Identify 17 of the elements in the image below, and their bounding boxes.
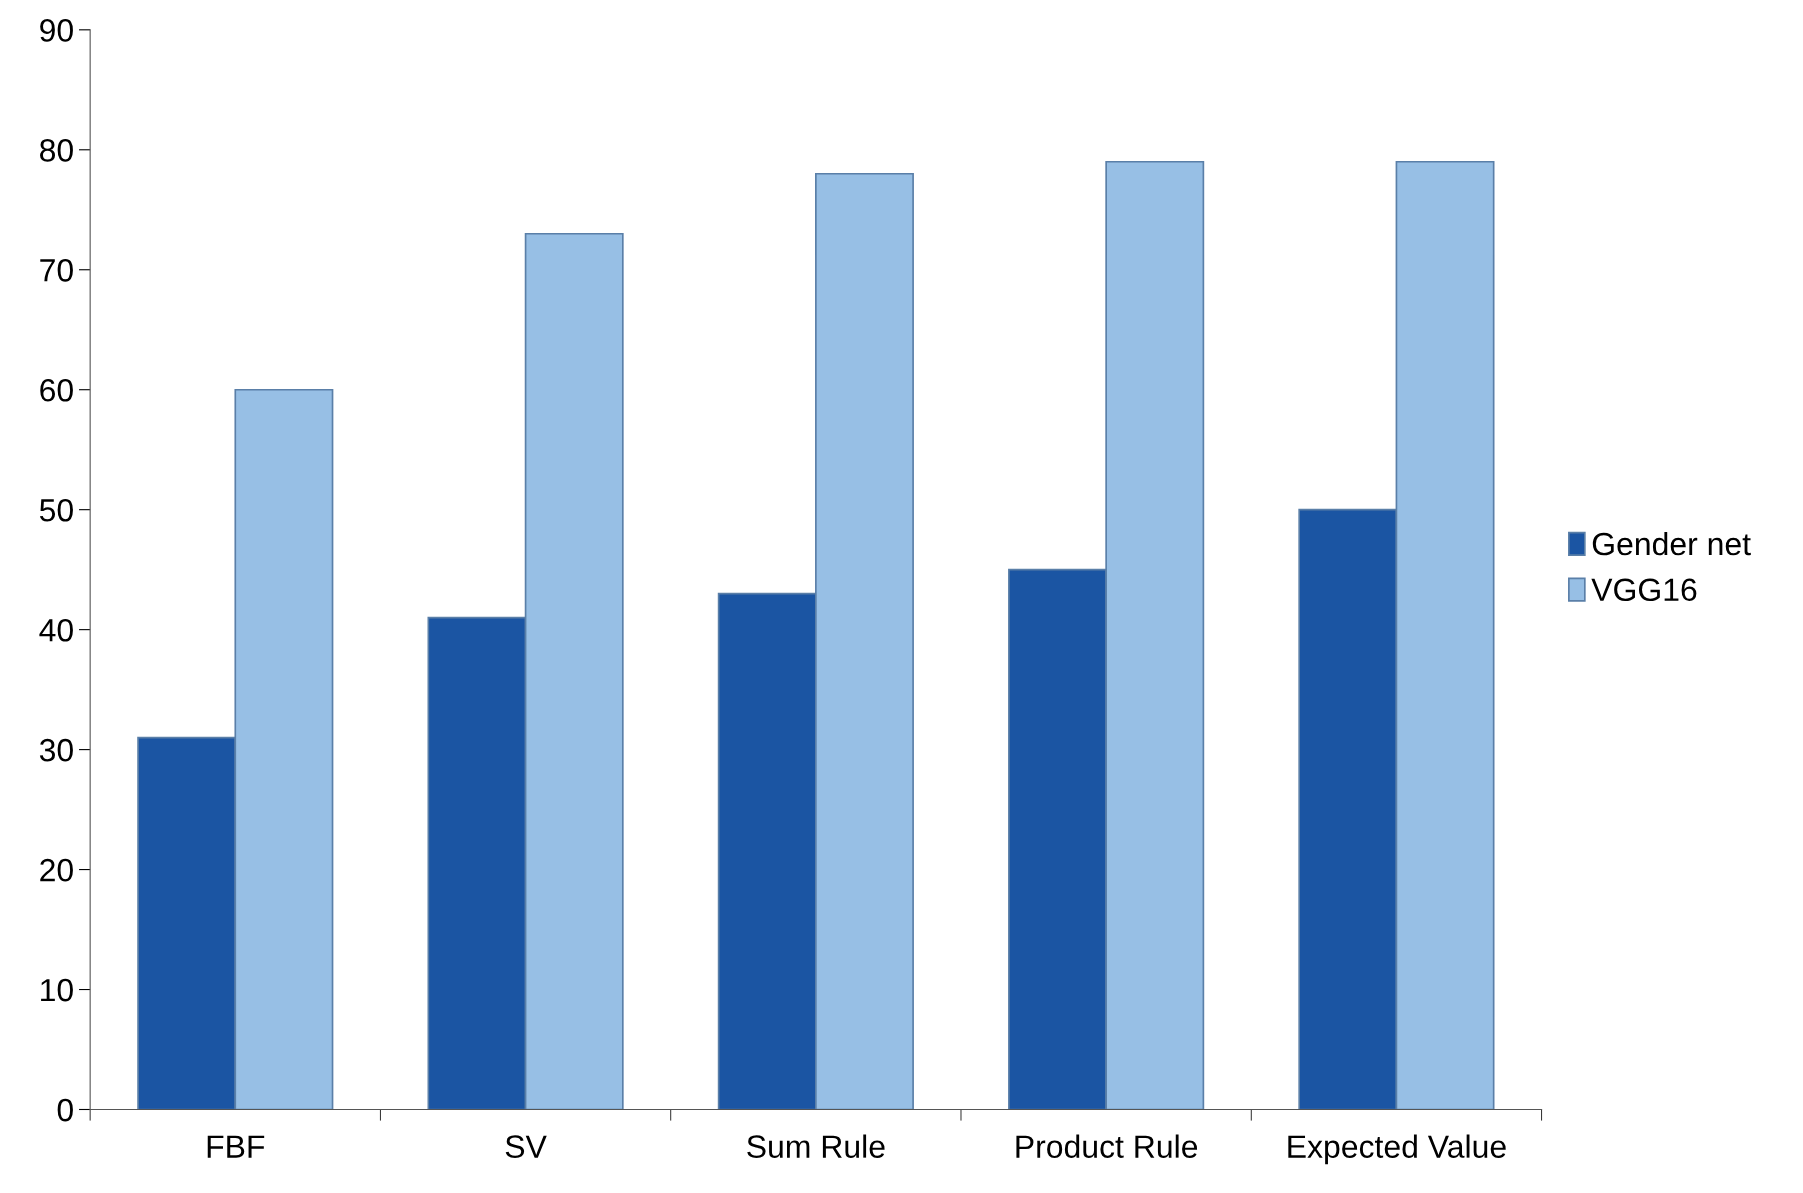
y-tick-label: 60 <box>40 378 73 402</box>
y-tick-label: 90 <box>40 19 73 42</box>
legend-label: VGG16 <box>1591 578 1697 602</box>
y-tick-label: 70 <box>40 259 73 282</box>
y-tick-label: 50 <box>39 498 73 522</box>
y-tick-label: 30 <box>39 738 73 762</box>
x-tick-label: FBF <box>207 1135 265 1158</box>
y-tick-label: 40 <box>39 618 73 642</box>
x-tick-label: Expected Value <box>1288 1134 1506 1165</box>
y-tick-label: 80 <box>40 139 73 162</box>
y-tick-label: 20 <box>40 858 73 882</box>
y-tick-label: 0 <box>57 1098 73 1122</box>
x-tick-label: SV <box>505 1135 547 1158</box>
x-tick-label: Product Rule <box>1016 1134 1198 1158</box>
x-tick-label: Sum Rule <box>747 1134 885 1158</box>
y-tick-label: 10 <box>41 978 73 1002</box>
legend-label: Gender net <box>1592 531 1751 556</box>
